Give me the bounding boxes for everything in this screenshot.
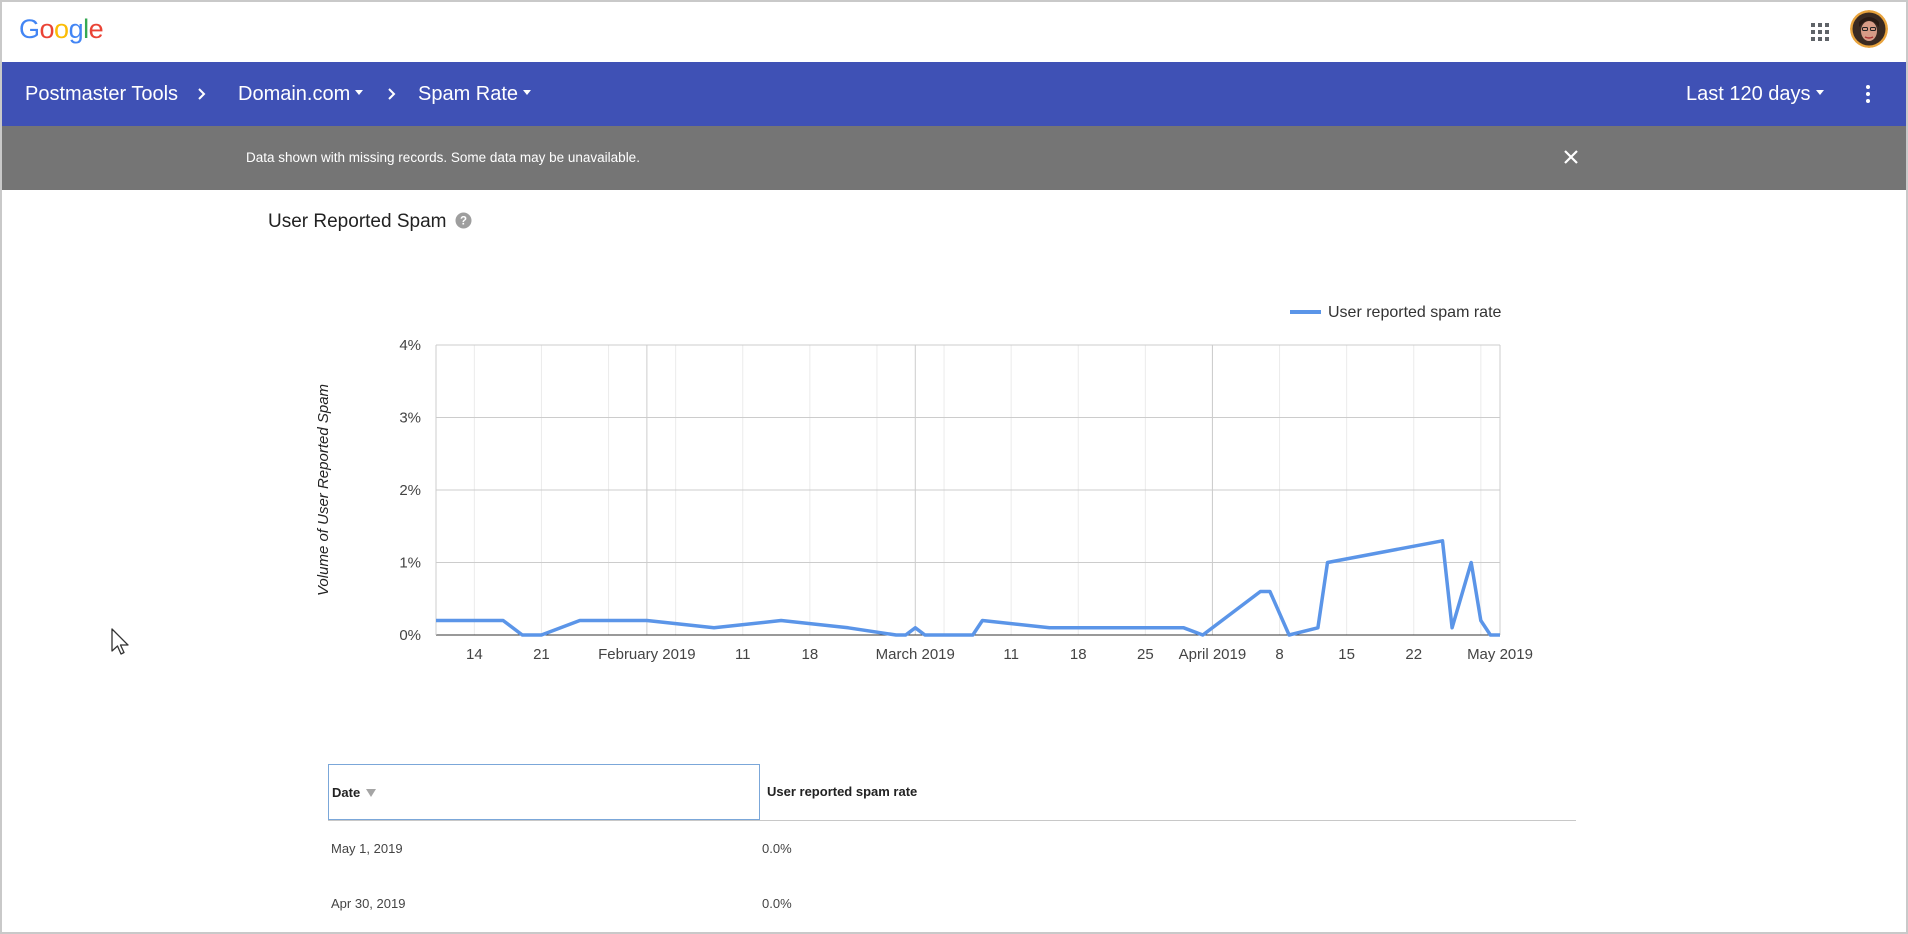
cell-spam-rate: 0.0% [762,841,792,856]
x-tick-label: 21 [533,646,550,663]
x-tick-label: 18 [1070,646,1087,663]
breadcrumb-postmaster-tools[interactable]: Postmaster Tools [25,62,178,126]
caret-down-icon [1815,90,1824,96]
x-tick-label: May 2019 [1467,646,1533,663]
spam-rate-table: Date User reported spam rate May 1, 2019… [328,764,1576,931]
y-tick-label: 1% [399,555,421,572]
breadcrumb-label: Domain.com [238,83,351,105]
banner-text: Data shown with missing records. Some da… [246,150,640,165]
x-tick-label: 11 [1003,646,1019,663]
svg-text:?: ? [460,216,467,228]
mouse-cursor-icon [111,628,129,655]
close-icon[interactable] [1560,146,1582,168]
breadcrumb-label: Spam Rate [418,83,519,105]
cell-date: Apr 30, 2019 [331,896,406,911]
column-header-spam-rate[interactable]: User reported spam rate [760,764,1160,820]
caret-down-icon [355,90,364,96]
column-header-label: Date [332,785,361,800]
spam-rate-line-chart: 0% 1% 2% 3% 4% 14 21 February 2019 11 18 March 201… [315,304,1533,663]
cell-spam-rate: 0.0% [762,896,792,911]
cell-date: May 1, 2019 [331,841,403,856]
caret-down-icon [523,90,532,96]
y-axis-label: Volume of User Reported Spam [315,384,332,596]
series-line [436,539,1500,637]
x-tick-label: 8 [1275,646,1283,663]
date-range-dropdown[interactable]: Last 120 days [1686,62,1824,126]
more-vert-icon[interactable] [1856,82,1880,106]
y-tick-label: 2% [399,482,421,499]
x-tick-label: 14 [466,646,483,663]
y-tick-label: 3% [399,410,421,427]
avatar[interactable] [1850,10,1888,48]
x-tick-label: April 2019 [1179,646,1247,663]
chevron-right-icon [388,88,396,100]
info-banner: Data shown with missing records. Some da… [0,126,1908,190]
y-tick-label: 0% [399,627,421,644]
table-row: May 1, 2019 0.0% [328,821,1576,876]
x-tick-label: February 2019 [598,646,696,663]
x-tick-label: 22 [1405,646,1422,663]
x-tick-label: 18 [801,646,818,663]
date-range-label: Last 120 days [1686,83,1811,105]
x-tick-label: March 2019 [876,646,955,663]
table-header-row: Date User reported spam rate [328,764,1576,821]
breadcrumb-metric-dropdown[interactable]: Spam Rate [418,62,532,126]
column-header-label: User reported spam rate [767,784,918,799]
help-icon[interactable]: ? [455,212,472,229]
google-logo[interactable]: Google [19,14,104,44]
apps-grid-icon[interactable] [1808,20,1832,44]
x-tick-label: 25 [1137,646,1154,663]
top-bar: Google [0,0,1908,62]
y-tick-label: 4% [399,337,421,354]
chevron-right-icon [198,88,206,100]
section-title: User Reported Spam [268,211,447,232]
x-tick-label: 15 [1338,646,1355,663]
x-tick-label: 11 [735,646,751,663]
column-header-date[interactable]: Date [328,764,760,820]
breadcrumb-domain-dropdown[interactable]: Domain.com [238,62,364,126]
nav-bar: Postmaster Tools Domain.com Spam Rate La… [0,62,1908,126]
breadcrumb-label: Postmaster Tools [25,83,179,105]
sort-descending-icon [366,788,377,797]
table-row: Apr 30, 2019 0.0% [328,876,1576,931]
legend-label: User reported spam rate [1328,304,1502,321]
